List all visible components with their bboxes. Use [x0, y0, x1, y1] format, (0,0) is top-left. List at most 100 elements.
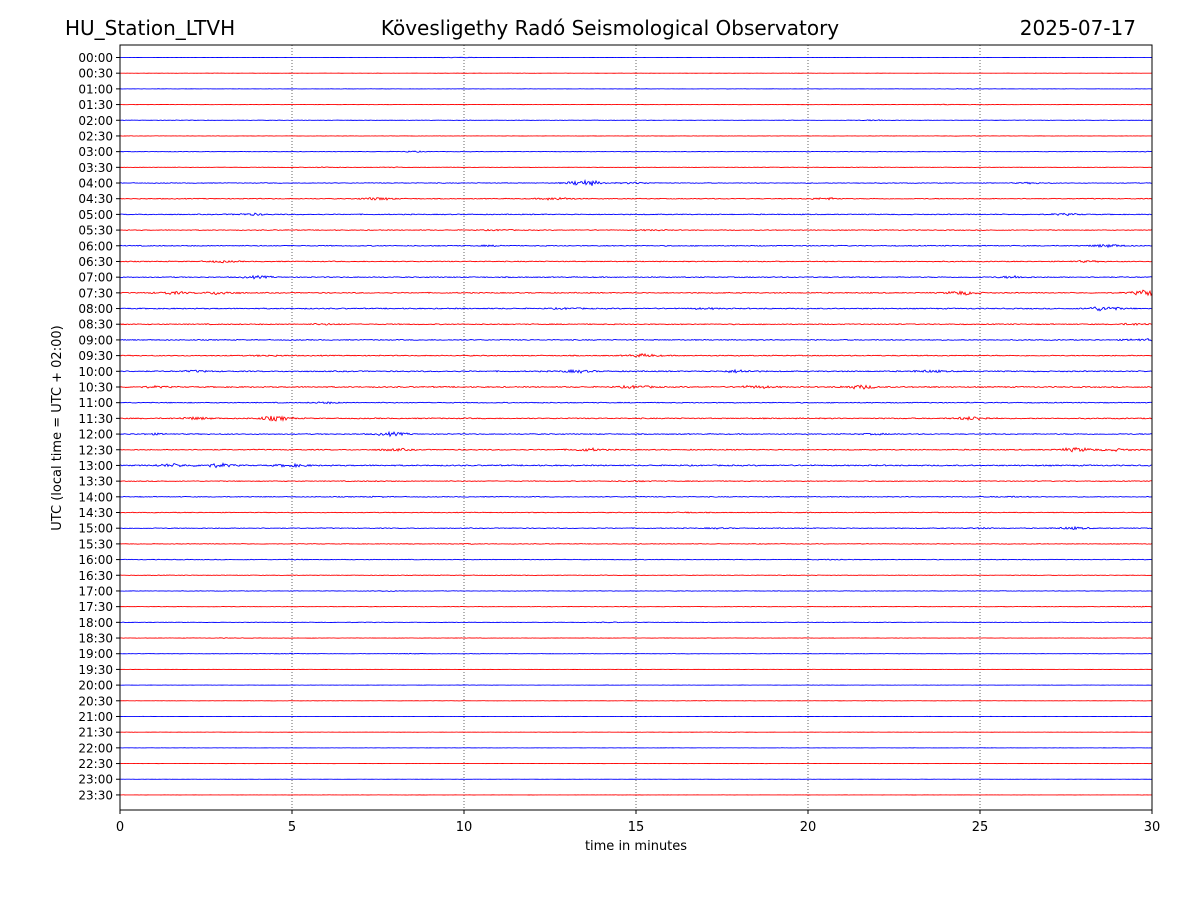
y-tick-label: 13:30	[78, 475, 113, 489]
trace-0130	[119, 103, 1153, 106]
trace-1530	[119, 542, 1153, 546]
y-tick-label: 09:00	[78, 333, 113, 347]
y-tick-label: 14:30	[78, 506, 113, 520]
y-tick-label: 11:00	[78, 396, 113, 410]
chart-title: Kövesligethy Radó Seismological Observat…	[380, 16, 840, 40]
trace-1500	[119, 525, 1153, 531]
y-tick-label: 20:00	[78, 679, 113, 693]
y-tick-label: 14:00	[78, 490, 113, 504]
trace-0330	[119, 166, 1153, 169]
trace-1900	[119, 652, 1153, 655]
x-tick-label: 5	[288, 820, 296, 835]
y-tick-label: 17:00	[78, 584, 113, 598]
trace-0430	[119, 196, 1153, 201]
x-tick-label: 20	[800, 820, 817, 835]
y-tick-label: 22:00	[78, 741, 113, 755]
y-tick-label: 06:30	[78, 255, 113, 269]
y-tick-label: 03:30	[78, 161, 113, 175]
trace-1430	[119, 511, 1153, 514]
trace-0700	[119, 274, 1153, 280]
x-tick-label: 15	[628, 820, 645, 835]
y-tick-label: 15:30	[78, 537, 113, 551]
y-tick-label: 07:30	[78, 286, 113, 300]
trace-0500	[119, 212, 1153, 217]
trace-1830	[119, 637, 1153, 639]
y-tick-label: 23:30	[78, 788, 113, 802]
trace-0000	[119, 56, 1153, 59]
y-tick-label: 05:00	[78, 208, 113, 222]
y-tick-label: 16:30	[78, 569, 113, 583]
seismogram-traces	[119, 56, 1153, 796]
y-tick-label: 07:00	[78, 271, 113, 285]
y-tick-label: 03:00	[78, 145, 113, 159]
trace-1630	[119, 574, 1153, 577]
trace-1330	[119, 479, 1153, 483]
station-name: HU_Station_LTVH	[65, 16, 236, 40]
y-tick-label: 13:00	[78, 459, 113, 473]
y-tick-label: 08:30	[78, 318, 113, 332]
time-grid	[291, 45, 981, 810]
y-tick-label: 05:30	[78, 224, 113, 238]
x-tick-label: 10	[456, 820, 473, 835]
x-tick-label: 25	[972, 820, 989, 835]
y-tick-label: 01:00	[78, 82, 113, 96]
trace-0800	[119, 306, 1153, 312]
trace-1400	[119, 495, 1153, 498]
y-tick-label: 21:00	[78, 710, 113, 724]
x-tick-label: 30	[1144, 820, 1161, 835]
y-tick-label: 02:00	[78, 114, 113, 128]
trace-1030	[119, 384, 1153, 390]
trace-1730	[119, 605, 1153, 608]
x-tick-label: 0	[116, 820, 124, 835]
trace-1130	[119, 415, 1153, 422]
trace-0900	[119, 338, 1153, 342]
y-tick-label: 17:30	[78, 600, 113, 614]
y-tick-label: 18:30	[78, 632, 113, 646]
trace-0600	[119, 243, 1153, 249]
trace-1000	[119, 368, 1153, 374]
y-tick-label: 22:30	[78, 757, 113, 771]
y-tick-label: 19:30	[78, 663, 113, 677]
trace-2030	[119, 700, 1153, 702]
y-tick-label: 02:30	[78, 129, 113, 143]
y-tick-label: 11:30	[78, 412, 113, 426]
trace-0200	[119, 119, 1153, 122]
y-tick-label: 16:00	[78, 553, 113, 567]
trace-1230	[119, 446, 1153, 453]
y-tick-label: 12:00	[78, 428, 113, 442]
y-tick-label: 15:00	[78, 522, 113, 536]
y-tick-label: 04:00	[78, 177, 113, 191]
trace-0530	[119, 228, 1153, 232]
y-tick-label: 21:30	[78, 726, 113, 740]
trace-0930	[119, 352, 1153, 358]
trace-0400	[119, 179, 1153, 186]
y-axis-label: UTC (local time = UTC + 02:00)	[50, 325, 65, 530]
trace-0100	[119, 88, 1153, 90]
y-tick-label: 08:00	[78, 302, 113, 316]
y-tick-label: 06:00	[78, 239, 113, 253]
trace-1700	[119, 590, 1153, 592]
y-tick-label: 01:30	[78, 98, 113, 112]
y-tick-label: 20:30	[78, 694, 113, 708]
trace-1300	[119, 462, 1153, 469]
trace-0630	[119, 259, 1153, 264]
trace-1200	[119, 430, 1153, 438]
trace-1800	[119, 621, 1153, 624]
x-axis: 0 5 10 15 20 25 30	[116, 810, 1160, 835]
date-label: 2025-07-17	[1019, 16, 1136, 40]
y-tick-label: 10:30	[78, 380, 113, 394]
trace-0300	[119, 150, 1153, 153]
y-tick-label: 12:30	[78, 443, 113, 457]
y-tick-label: 19:00	[78, 647, 113, 661]
y-tick-label: 23:00	[78, 773, 113, 787]
y-tick-label: 18:00	[78, 616, 113, 630]
y-tick-label: 00:00	[78, 51, 113, 65]
trace-1600	[119, 558, 1153, 561]
y-tick-label: 00:30	[78, 67, 113, 81]
trace-0830	[119, 322, 1153, 326]
y-tick-label: 04:30	[78, 192, 113, 206]
trace-1100	[119, 401, 1153, 405]
y-tick-label: 09:30	[78, 349, 113, 363]
